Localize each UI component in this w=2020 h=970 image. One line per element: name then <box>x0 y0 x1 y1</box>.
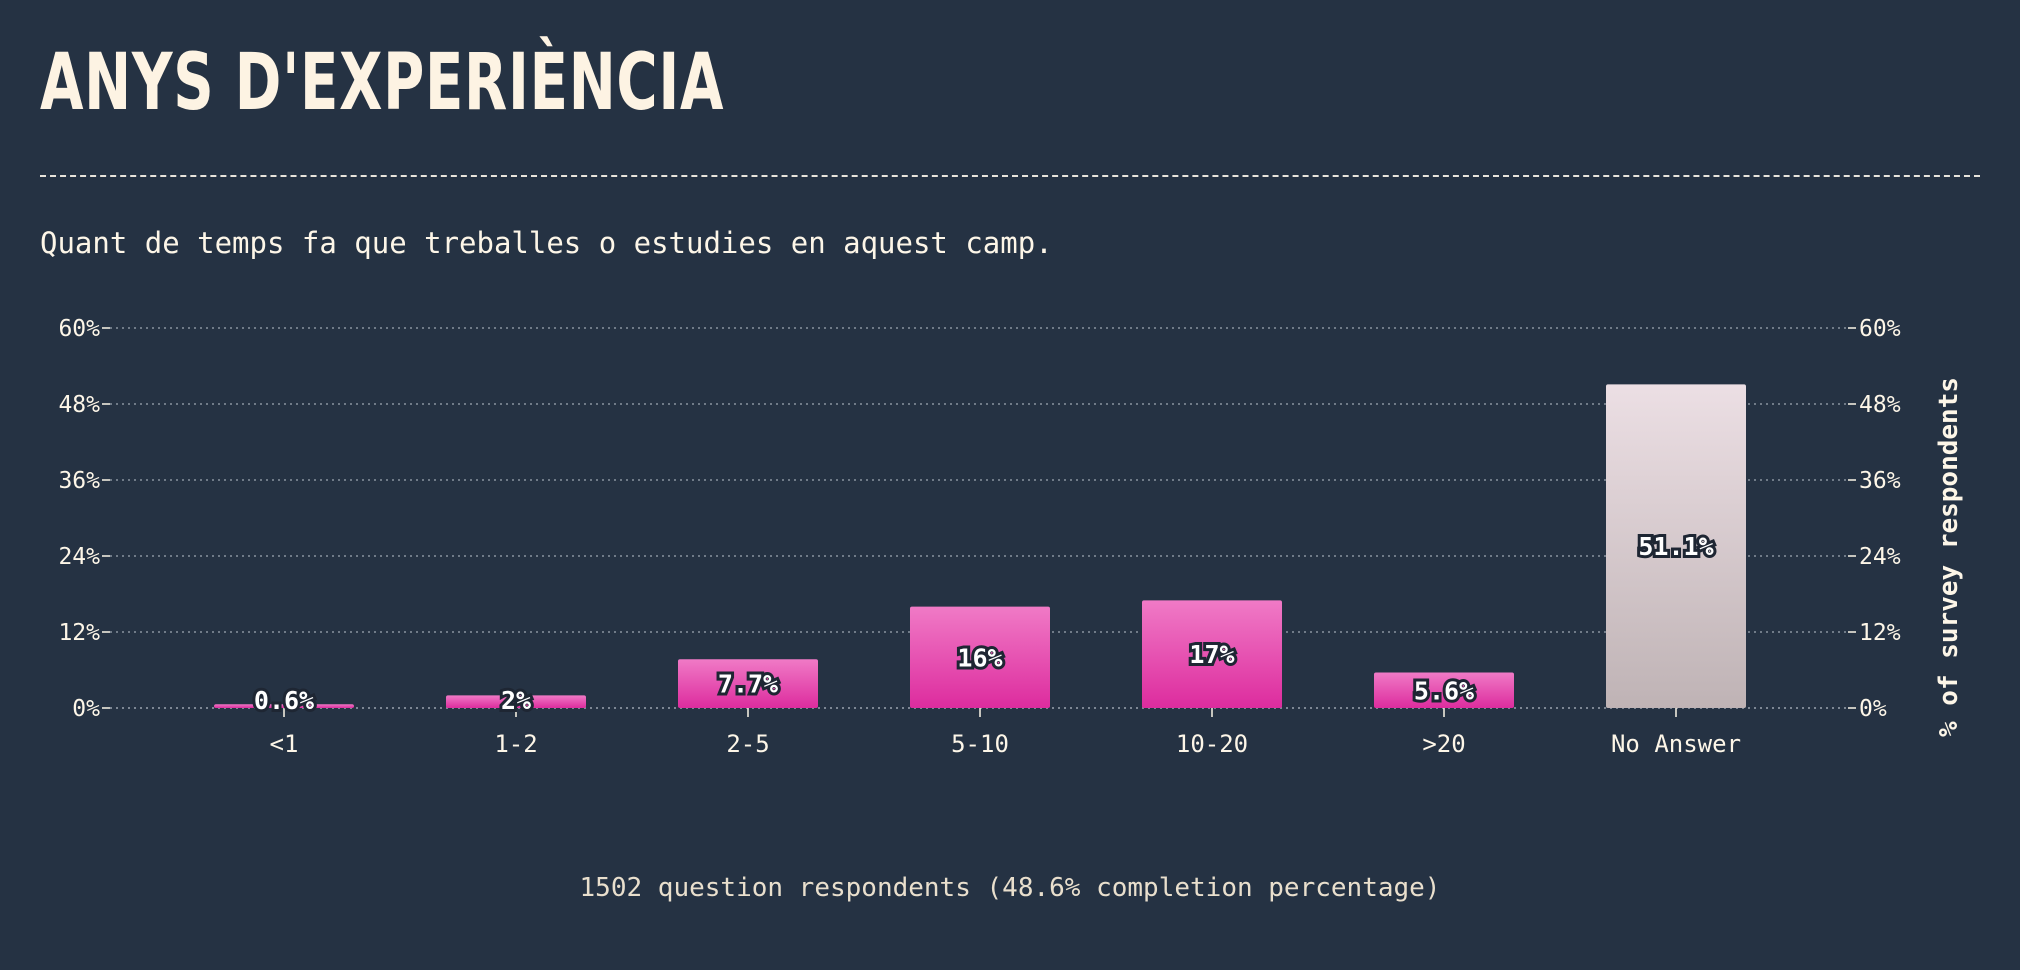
x-tick-label: <1 <box>270 730 299 758</box>
x-tick-label: No Answer <box>1611 730 1741 758</box>
x-tick-label: >20 <box>1422 730 1465 758</box>
bar-1 <box>214 704 354 708</box>
y-tick-label-left: 48% <box>58 392 100 418</box>
data-label: 16% <box>957 643 1002 672</box>
bars <box>214 384 1746 708</box>
x-tick-label: 1-2 <box>494 730 537 758</box>
y-axis-right: 0% 12% 24% 36% 48% 60% <box>1848 316 1901 722</box>
y-axis-title: % of survey respondents <box>1934 377 1964 737</box>
respondents-footer: 1502 question respondents (48.6% complet… <box>579 873 1441 903</box>
data-label: 5.6% <box>1414 676 1474 705</box>
y-tick-label-left: 60% <box>58 316 100 342</box>
y-tick-label-right: 48% <box>1859 392 1901 418</box>
bar-20 <box>1374 672 1514 708</box>
chart-title: ANYS D'EXPERIÈNCIA <box>40 38 725 128</box>
y-axis-left: 0% 12% 24% 36% 48% 60% <box>58 316 110 722</box>
data-label: 2% <box>501 686 531 715</box>
y-tick-label-left: 0% <box>72 696 100 722</box>
y-tick-label-right: 12% <box>1859 620 1901 646</box>
data-label: 7.7% <box>718 670 778 699</box>
bar-5-10 <box>910 606 1050 708</box>
data-labels: 0.6% 2% 7.7% 16% 17% 5.6% 51.1% <box>251 529 1717 718</box>
bar-10-20 <box>1142 600 1282 708</box>
x-tick-label: 10-20 <box>1176 730 1248 758</box>
chart-subtitle: Quant de temps fa que treballes o estudi… <box>40 226 1053 260</box>
y-tick-label-right: 24% <box>1859 544 1901 570</box>
title-divider <box>40 175 1980 177</box>
y-tick-label-right: 60% <box>1859 316 1901 342</box>
y-tick-label-left: 36% <box>58 468 100 494</box>
data-label: 51.1% <box>1638 532 1713 561</box>
data-label: 17% <box>1189 640 1234 669</box>
y-tick-label-right: 0% <box>1859 696 1887 722</box>
bar-no-answer <box>1606 384 1746 708</box>
y-tick-label-left: 12% <box>58 620 100 646</box>
bar-1-2 <box>446 695 586 708</box>
x-tick-label: 2-5 <box>726 730 769 758</box>
data-label: 0.6% <box>254 686 314 715</box>
gridlines <box>110 327 1848 709</box>
y-tick-label-right: 36% <box>1859 468 1901 494</box>
bar-2-5 <box>678 659 818 708</box>
y-tick-label-left: 24% <box>58 544 100 570</box>
x-tick-label: 5-10 <box>951 730 1009 758</box>
x-axis: <1 1-2 2-5 5-10 10-20 >20 No Answer <box>270 708 1741 758</box>
